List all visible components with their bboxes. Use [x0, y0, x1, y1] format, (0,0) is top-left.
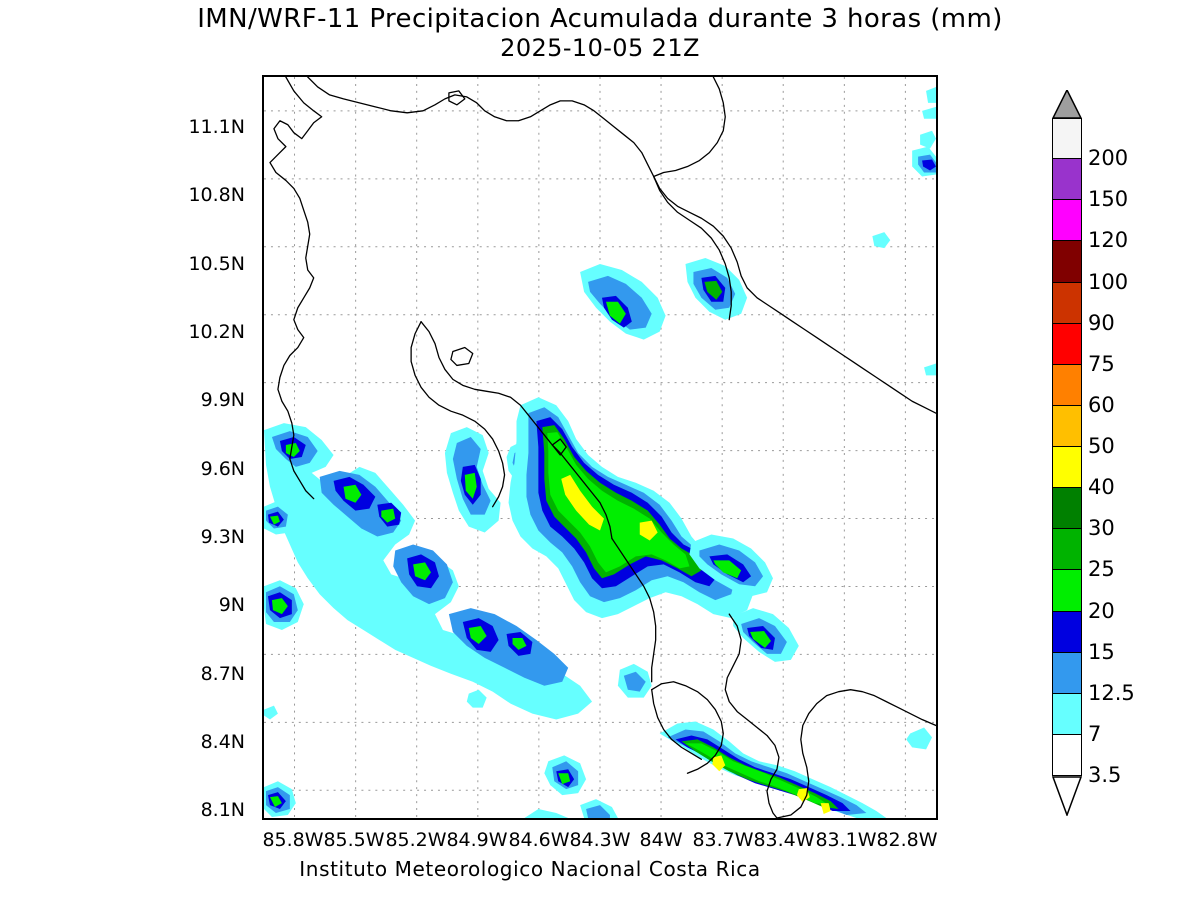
colorbar-tick-label: 12.5	[1088, 680, 1135, 705]
colorbar-tick-label: 7	[1088, 721, 1102, 746]
y-tick	[262, 248, 264, 250]
x-tick	[725, 818, 727, 820]
x-tick	[786, 818, 788, 820]
colorbar-segment	[1052, 118, 1082, 160]
colorbar: 200 150 120 100 90 75 60 50 40 30 25 20 15 12.5 7 3.5	[1052, 118, 1135, 786]
colorbar-segment	[1052, 364, 1082, 406]
colorbar-under-arrow-icon	[1052, 776, 1082, 816]
y-axis-label: 9.3N	[200, 526, 245, 548]
colorbar-tick-label: 50	[1088, 434, 1115, 458]
colorbar-tick-label: 60	[1088, 392, 1115, 417]
x-axis-label: 84.6W	[508, 829, 570, 851]
colorbar-segment	[1052, 282, 1082, 324]
colorbar-tick-label: 15	[1088, 639, 1115, 664]
colorbar-segment	[1052, 200, 1082, 242]
figure-title: IMN/WRF-11 Precipitacion Acumulada duran…	[0, 4, 1200, 62]
precipitation-contour-field	[264, 86, 936, 818]
y-axis-label: 9N	[218, 594, 245, 616]
x-axis-label: 83.1W	[815, 829, 877, 851]
precip-cells-west-coast	[264, 500, 304, 631]
y-tick	[262, 316, 264, 318]
colorbar-segment	[1052, 323, 1082, 365]
y-tick	[262, 179, 264, 181]
y-axis-label: 10.2N	[188, 321, 245, 343]
colorbar-segment	[1052, 405, 1082, 447]
x-axis-label: 85.2W	[385, 829, 447, 851]
colorbar-tick-label: 25	[1088, 557, 1115, 582]
y-axis-label: 10.5N	[188, 253, 245, 275]
y-axis-label: 10.8N	[188, 184, 245, 206]
colorbar-segment	[1052, 734, 1082, 776]
x-axis-label: 84W	[639, 829, 683, 851]
y-tick	[262, 111, 264, 113]
colorbar-segment	[1052, 611, 1082, 653]
colorbar-segment	[1052, 488, 1082, 530]
precip-band-central-cordillera	[508, 397, 754, 619]
colorbar-segment	[1052, 693, 1082, 735]
x-tick	[663, 818, 665, 820]
x-tick	[909, 818, 911, 820]
x-axis-label: 83.4W	[753, 829, 815, 851]
colorbar-segment	[1052, 529, 1082, 571]
title-line-2: 2025-10-05 21Z	[500, 34, 700, 62]
colorbar-tick-label: 200	[1088, 146, 1129, 171]
y-axis-label: 8.7N	[200, 663, 245, 685]
y-tick	[262, 589, 264, 591]
colorbar-tick-label: 90	[1088, 310, 1115, 335]
x-tick	[295, 818, 297, 820]
y-tick	[262, 794, 264, 796]
colorbar-tick-label: 150	[1088, 187, 1129, 212]
x-axis-label: 83.7W	[692, 829, 754, 851]
x-tick	[356, 818, 358, 820]
precip-cells-ne-corner	[264, 86, 936, 750]
x-axis-label: 84.9W	[446, 829, 508, 851]
y-tick	[262, 726, 264, 728]
colorbar-tick-label: 30	[1088, 516, 1115, 541]
x-tick	[602, 818, 604, 820]
title-line-1: IMN/WRF-11 Precipitacion Acumulada duran…	[197, 4, 1003, 34]
colorbar-tick-label: 100	[1088, 269, 1129, 294]
y-tick	[262, 521, 264, 523]
x-tick	[418, 818, 420, 820]
colorbar-tick-label: 3.5	[1088, 763, 1122, 787]
precip-band-northwest	[264, 423, 593, 720]
colorbar-segment	[1052, 447, 1082, 489]
colorbar-over-arrow-icon	[1052, 90, 1082, 119]
x-tick	[541, 818, 543, 820]
y-tick	[262, 657, 264, 659]
x-axis-label: 82.8W	[876, 829, 938, 851]
y-axis-label: 8.1N	[200, 799, 245, 821]
colorbar-tick-label: 75	[1088, 351, 1115, 376]
colorbar-tick-label: 40	[1088, 475, 1115, 500]
map-plot-area	[262, 75, 938, 820]
y-tick	[262, 384, 264, 386]
colorbar-tick-label: 20	[1088, 598, 1115, 623]
colorbar-segment	[1052, 570, 1082, 612]
y-tick	[262, 453, 264, 455]
x-axis-label: 85.8W	[262, 829, 324, 851]
precip-band-east-extension	[689, 534, 799, 662]
y-axis-label: 9.6N	[200, 458, 245, 480]
y-axis-label: 8.4N	[200, 731, 245, 753]
x-axis-label: 84.3W	[569, 829, 631, 851]
coastline-and-borders	[269, 77, 936, 818]
colorbar-tick-label: 120	[1088, 228, 1129, 253]
colorbar-segment	[1052, 241, 1082, 283]
colorbar-segment	[1052, 652, 1082, 694]
x-axis-label: 85.5W	[323, 829, 385, 851]
source-footer: Instituto Meteorologico Nacional Costa R…	[299, 857, 761, 881]
precip-cells-caribbean-slope	[580, 258, 748, 340]
y-axis-label: 11.1N	[188, 116, 245, 138]
colorbar-segment	[1052, 159, 1082, 201]
precip-cells-south-isolated	[264, 663, 652, 818]
x-tick	[848, 818, 850, 820]
x-tick	[479, 818, 481, 820]
y-axis-label: 9.9N	[200, 389, 245, 411]
